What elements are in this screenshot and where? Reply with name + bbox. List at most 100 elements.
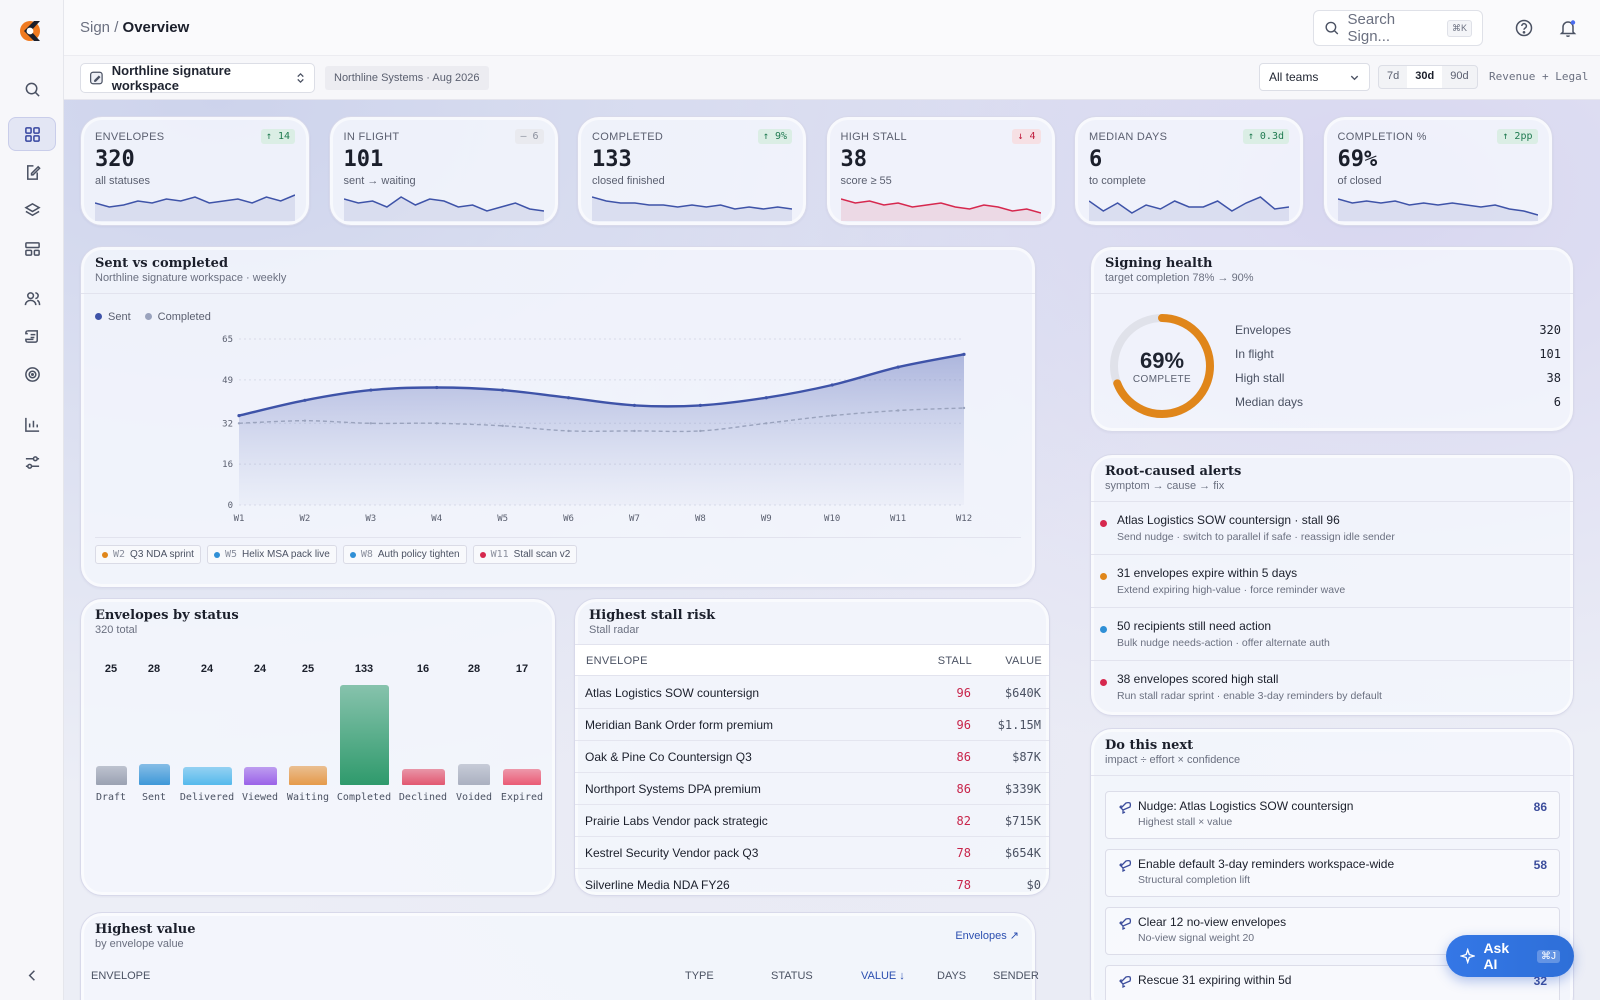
completed-point[interactable] xyxy=(962,406,966,410)
table-row[interactable]: Kestrel Security Vendor pack Q3 78 $654K xyxy=(575,837,1049,869)
kpi-card[interactable]: MEDIAN DAYS 6 to complete ↑ 0.3d xyxy=(1074,116,1304,226)
sent-point[interactable] xyxy=(501,388,505,392)
search-input[interactable]: Search Sign... ⌘K xyxy=(1313,10,1483,46)
sent-point[interactable] xyxy=(303,398,307,402)
sent-point[interactable] xyxy=(369,388,373,392)
completed-point[interactable] xyxy=(303,419,307,422)
completed-point[interactable] xyxy=(765,422,768,425)
nav-goals[interactable] xyxy=(8,357,56,391)
kpi-card[interactable]: IN FLIGHT 101 sent → waiting – 6 xyxy=(328,116,559,226)
completed-point[interactable] xyxy=(501,424,504,428)
column-envelope[interactable]: ENVELOPE xyxy=(91,970,151,982)
status-label: Waiting xyxy=(286,792,330,803)
table-row[interactable]: Meridian Bank Order form premium 96 $1.15M xyxy=(575,709,1049,741)
collapse-sidebar-button[interactable] xyxy=(8,958,56,992)
dashboard-icon xyxy=(24,126,40,142)
alert-item[interactable]: 38 envelopes scored high stall Run stall … xyxy=(1091,660,1573,713)
status-bar[interactable] xyxy=(339,685,389,785)
status-bar[interactable] xyxy=(503,769,541,785)
nav-agreements[interactable] xyxy=(8,319,56,353)
alert-severity-dot xyxy=(1100,520,1107,527)
kpi-card[interactable]: COMPLETION % 69% of closed ↑ 2pp xyxy=(1322,116,1553,226)
event-marker[interactable]: W5 Helix MSA pack live xyxy=(206,545,337,564)
sparkline-area xyxy=(95,195,295,221)
range-30d[interactable]: 30d xyxy=(1407,66,1443,88)
team-select[interactable]: All teams xyxy=(1259,63,1370,91)
sent-point[interactable] xyxy=(435,385,439,390)
nav-layouts[interactable] xyxy=(8,231,56,265)
status-bar[interactable] xyxy=(95,766,127,785)
sent-point[interactable] xyxy=(764,396,768,400)
breadcrumb-root[interactable]: Sign xyxy=(80,19,111,36)
sent-point[interactable] xyxy=(237,414,241,418)
table-row[interactable]: Northport Systems DPA premium 86 $339K xyxy=(575,773,1049,805)
column-stall[interactable]: STALL xyxy=(937,655,972,667)
alert-item[interactable]: Atlas Logistics SOW countersign · stall … xyxy=(1091,501,1573,554)
nav-settings[interactable] xyxy=(8,445,56,479)
column-days[interactable]: DAYS xyxy=(937,970,967,982)
rocket-icon xyxy=(1119,859,1132,873)
sent-point[interactable] xyxy=(698,403,702,407)
event-marker[interactable]: W2 Q3 NDA sprint xyxy=(95,545,201,564)
alert-item[interactable]: 50 recipients still need action Bulk nudg… xyxy=(1091,607,1573,660)
card-title: Do this next xyxy=(1105,738,1194,753)
column-status[interactable]: STATUS xyxy=(771,970,813,982)
nav-reports[interactable] xyxy=(8,407,56,441)
event-marker[interactable]: W8 Auth policy tighten xyxy=(342,545,467,564)
sent-point[interactable] xyxy=(632,403,637,407)
workspace-select[interactable]: Northline signature workspace xyxy=(80,63,315,93)
column-type[interactable]: TYPE xyxy=(685,970,714,982)
completed-point[interactable] xyxy=(435,422,438,425)
sparkline-area xyxy=(1337,199,1538,221)
column-sender[interactable]: SENDER xyxy=(993,970,1039,982)
sent-point[interactable] xyxy=(896,365,900,369)
ask-ai-button[interactable]: Ask AI ⌘J xyxy=(1446,935,1574,977)
bell-icon[interactable] xyxy=(1558,18,1578,38)
completed-point[interactable] xyxy=(237,422,241,425)
completed-point[interactable] xyxy=(633,429,636,433)
kpi-card[interactable]: COMPLETED 133 closed finished ↑ 9% xyxy=(577,116,807,226)
range-90d[interactable]: 90d xyxy=(1450,70,1469,82)
completed-point[interactable] xyxy=(699,429,702,433)
status-bar[interactable] xyxy=(182,766,232,785)
status-bar[interactable] xyxy=(138,763,170,785)
column-value[interactable]: VALUE xyxy=(1005,655,1042,667)
range-7d[interactable]: 7d xyxy=(1387,70,1400,82)
column-value-sorted[interactable]: VALUE ↓ xyxy=(861,970,905,982)
completed-point[interactable] xyxy=(830,414,834,417)
alert-item[interactable]: 31 envelopes expire within 5 days Extend … xyxy=(1091,554,1573,607)
status-bar[interactable] xyxy=(458,763,490,785)
next-action-item[interactable]: Nudge: Atlas Logistics SOW countersign Hi… xyxy=(1105,791,1560,839)
ask-ai-label: Ask AI xyxy=(1483,940,1510,972)
table-row[interactable]: Oak & Pine Co Countersign Q3 86 $87K xyxy=(575,741,1049,773)
sent-point[interactable] xyxy=(830,383,834,387)
ask-ai-shortcut: ⌘J xyxy=(1537,949,1560,963)
status-bar[interactable] xyxy=(243,766,277,785)
app-logo[interactable] xyxy=(18,17,46,45)
nav-templates[interactable] xyxy=(8,193,56,227)
nav-search[interactable] xyxy=(8,72,56,106)
table-row[interactable]: Atlas Logistics SOW countersign 96 $640K xyxy=(575,677,1049,709)
next-action-item[interactable]: Enable default 3-day reminders workspace… xyxy=(1105,849,1560,897)
kpi-card[interactable]: ENVELOPES 320 all statuses ↑ 14 xyxy=(80,116,310,226)
event-marker[interactable]: W11 Stall scan v2 xyxy=(472,545,578,564)
nav-envelopes[interactable] xyxy=(8,155,56,189)
completed-point[interactable] xyxy=(369,422,373,425)
nav-contacts[interactable] xyxy=(8,281,56,315)
completed-point[interactable] xyxy=(567,429,570,433)
envelopes-link[interactable]: Envelopes ↗ xyxy=(955,930,1019,942)
kpi-card[interactable]: HIGH STALL 38 score ≥ 55 ↓ 4 xyxy=(825,116,1056,226)
nav-overview[interactable] xyxy=(8,117,56,151)
sent-point[interactable] xyxy=(962,352,966,356)
status-bar[interactable] xyxy=(401,769,445,785)
table-row[interactable]: Silverline Media NDA FY26 78 $0 xyxy=(575,869,1049,895)
completed-point[interactable] xyxy=(896,409,900,412)
next-action-subtitle: No-view signal weight 20 xyxy=(1138,932,1255,944)
kpi-value: 133 xyxy=(592,147,632,172)
help-icon[interactable] xyxy=(1514,18,1534,38)
status-bar[interactable] xyxy=(289,766,327,785)
column-envelope[interactable]: ENVELOPE xyxy=(586,655,648,667)
sent-point[interactable] xyxy=(566,396,571,400)
stall-score: 96 xyxy=(956,686,971,700)
table-row[interactable]: Prairie Labs Vendor pack strategic 82 $715… xyxy=(575,805,1049,837)
